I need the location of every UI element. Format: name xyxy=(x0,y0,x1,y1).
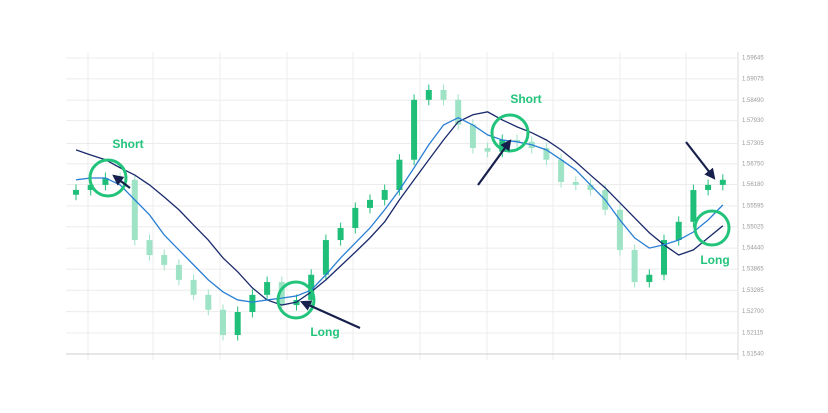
candle-body xyxy=(455,99,462,125)
candle-body xyxy=(469,124,476,149)
y-tick-label: 1.54440 xyxy=(742,246,764,252)
candle-body xyxy=(675,221,682,241)
y-tick-label: 1.59075 xyxy=(742,76,764,82)
y-tick-label: 1.55595 xyxy=(742,203,764,209)
candle-body xyxy=(322,240,329,275)
arrow xyxy=(299,300,361,330)
y-tick-label: 1.58490 xyxy=(742,98,764,104)
annotations xyxy=(88,113,731,330)
candle-body xyxy=(190,279,197,295)
arrow xyxy=(112,174,131,189)
candle-body xyxy=(73,190,79,195)
candle-body xyxy=(646,274,653,283)
candle-body xyxy=(249,294,256,313)
candle-body xyxy=(587,184,594,191)
moving-average xyxy=(75,111,724,306)
candle-body xyxy=(337,228,344,241)
y-tick-label: 1.52700 xyxy=(742,309,764,315)
candle-body xyxy=(234,312,241,336)
y-tick-label: 1.51540 xyxy=(742,352,764,358)
candle-body xyxy=(690,190,697,222)
candle-body xyxy=(631,249,638,283)
y-tick-label: 1.57930 xyxy=(742,118,764,124)
arrow xyxy=(685,141,716,180)
annotation-label: Long xyxy=(700,253,729,267)
candle-body xyxy=(572,181,579,185)
y-tick-label: 1.53285 xyxy=(742,288,764,294)
annotation-label: Short xyxy=(112,137,143,151)
y-tick-label: 1.57305 xyxy=(742,141,764,147)
moving-averages xyxy=(75,111,724,306)
candle-body xyxy=(543,148,550,160)
candle-body xyxy=(411,99,418,160)
candle-body xyxy=(102,177,109,185)
candle-body xyxy=(616,209,623,250)
candle-body xyxy=(719,179,726,185)
signal-circle xyxy=(276,280,316,320)
candle-body xyxy=(175,264,182,280)
candle-body xyxy=(308,274,315,300)
arrow xyxy=(477,139,512,186)
candle-body xyxy=(440,89,447,100)
candle-body xyxy=(425,89,432,100)
candle-body xyxy=(87,184,94,191)
candle-body xyxy=(131,179,138,241)
moving-average xyxy=(75,116,724,303)
candle-body xyxy=(146,240,153,256)
candle-body xyxy=(484,148,491,152)
candle-body xyxy=(264,282,271,295)
annotation-label: Short xyxy=(510,92,541,106)
candles xyxy=(73,84,726,341)
signal-circle xyxy=(88,158,128,198)
candle-body xyxy=(661,240,667,275)
candle-body xyxy=(220,309,226,336)
y-tick-label: 1.56750 xyxy=(742,161,764,167)
candle-body xyxy=(161,255,168,265)
candle-body xyxy=(352,207,359,229)
candle-body xyxy=(558,159,565,182)
y-tick-label: 1.53865 xyxy=(742,267,764,273)
candle-body xyxy=(514,139,520,142)
signal-circle xyxy=(693,209,731,247)
candle-body xyxy=(396,159,403,191)
y-tick-label: 1.52115 xyxy=(742,331,764,337)
annotation-label: Long xyxy=(310,325,339,339)
grid xyxy=(66,57,738,355)
y-tick-label: 1.55025 xyxy=(742,224,764,230)
candle-body xyxy=(381,190,388,200)
y-tick-label: 1.56180 xyxy=(742,182,764,188)
candle-body xyxy=(367,199,373,208)
candle-body xyxy=(278,282,285,306)
y-tick-label: 1.59645 xyxy=(742,56,764,62)
candle-body xyxy=(205,294,212,310)
candle-body xyxy=(705,184,712,191)
